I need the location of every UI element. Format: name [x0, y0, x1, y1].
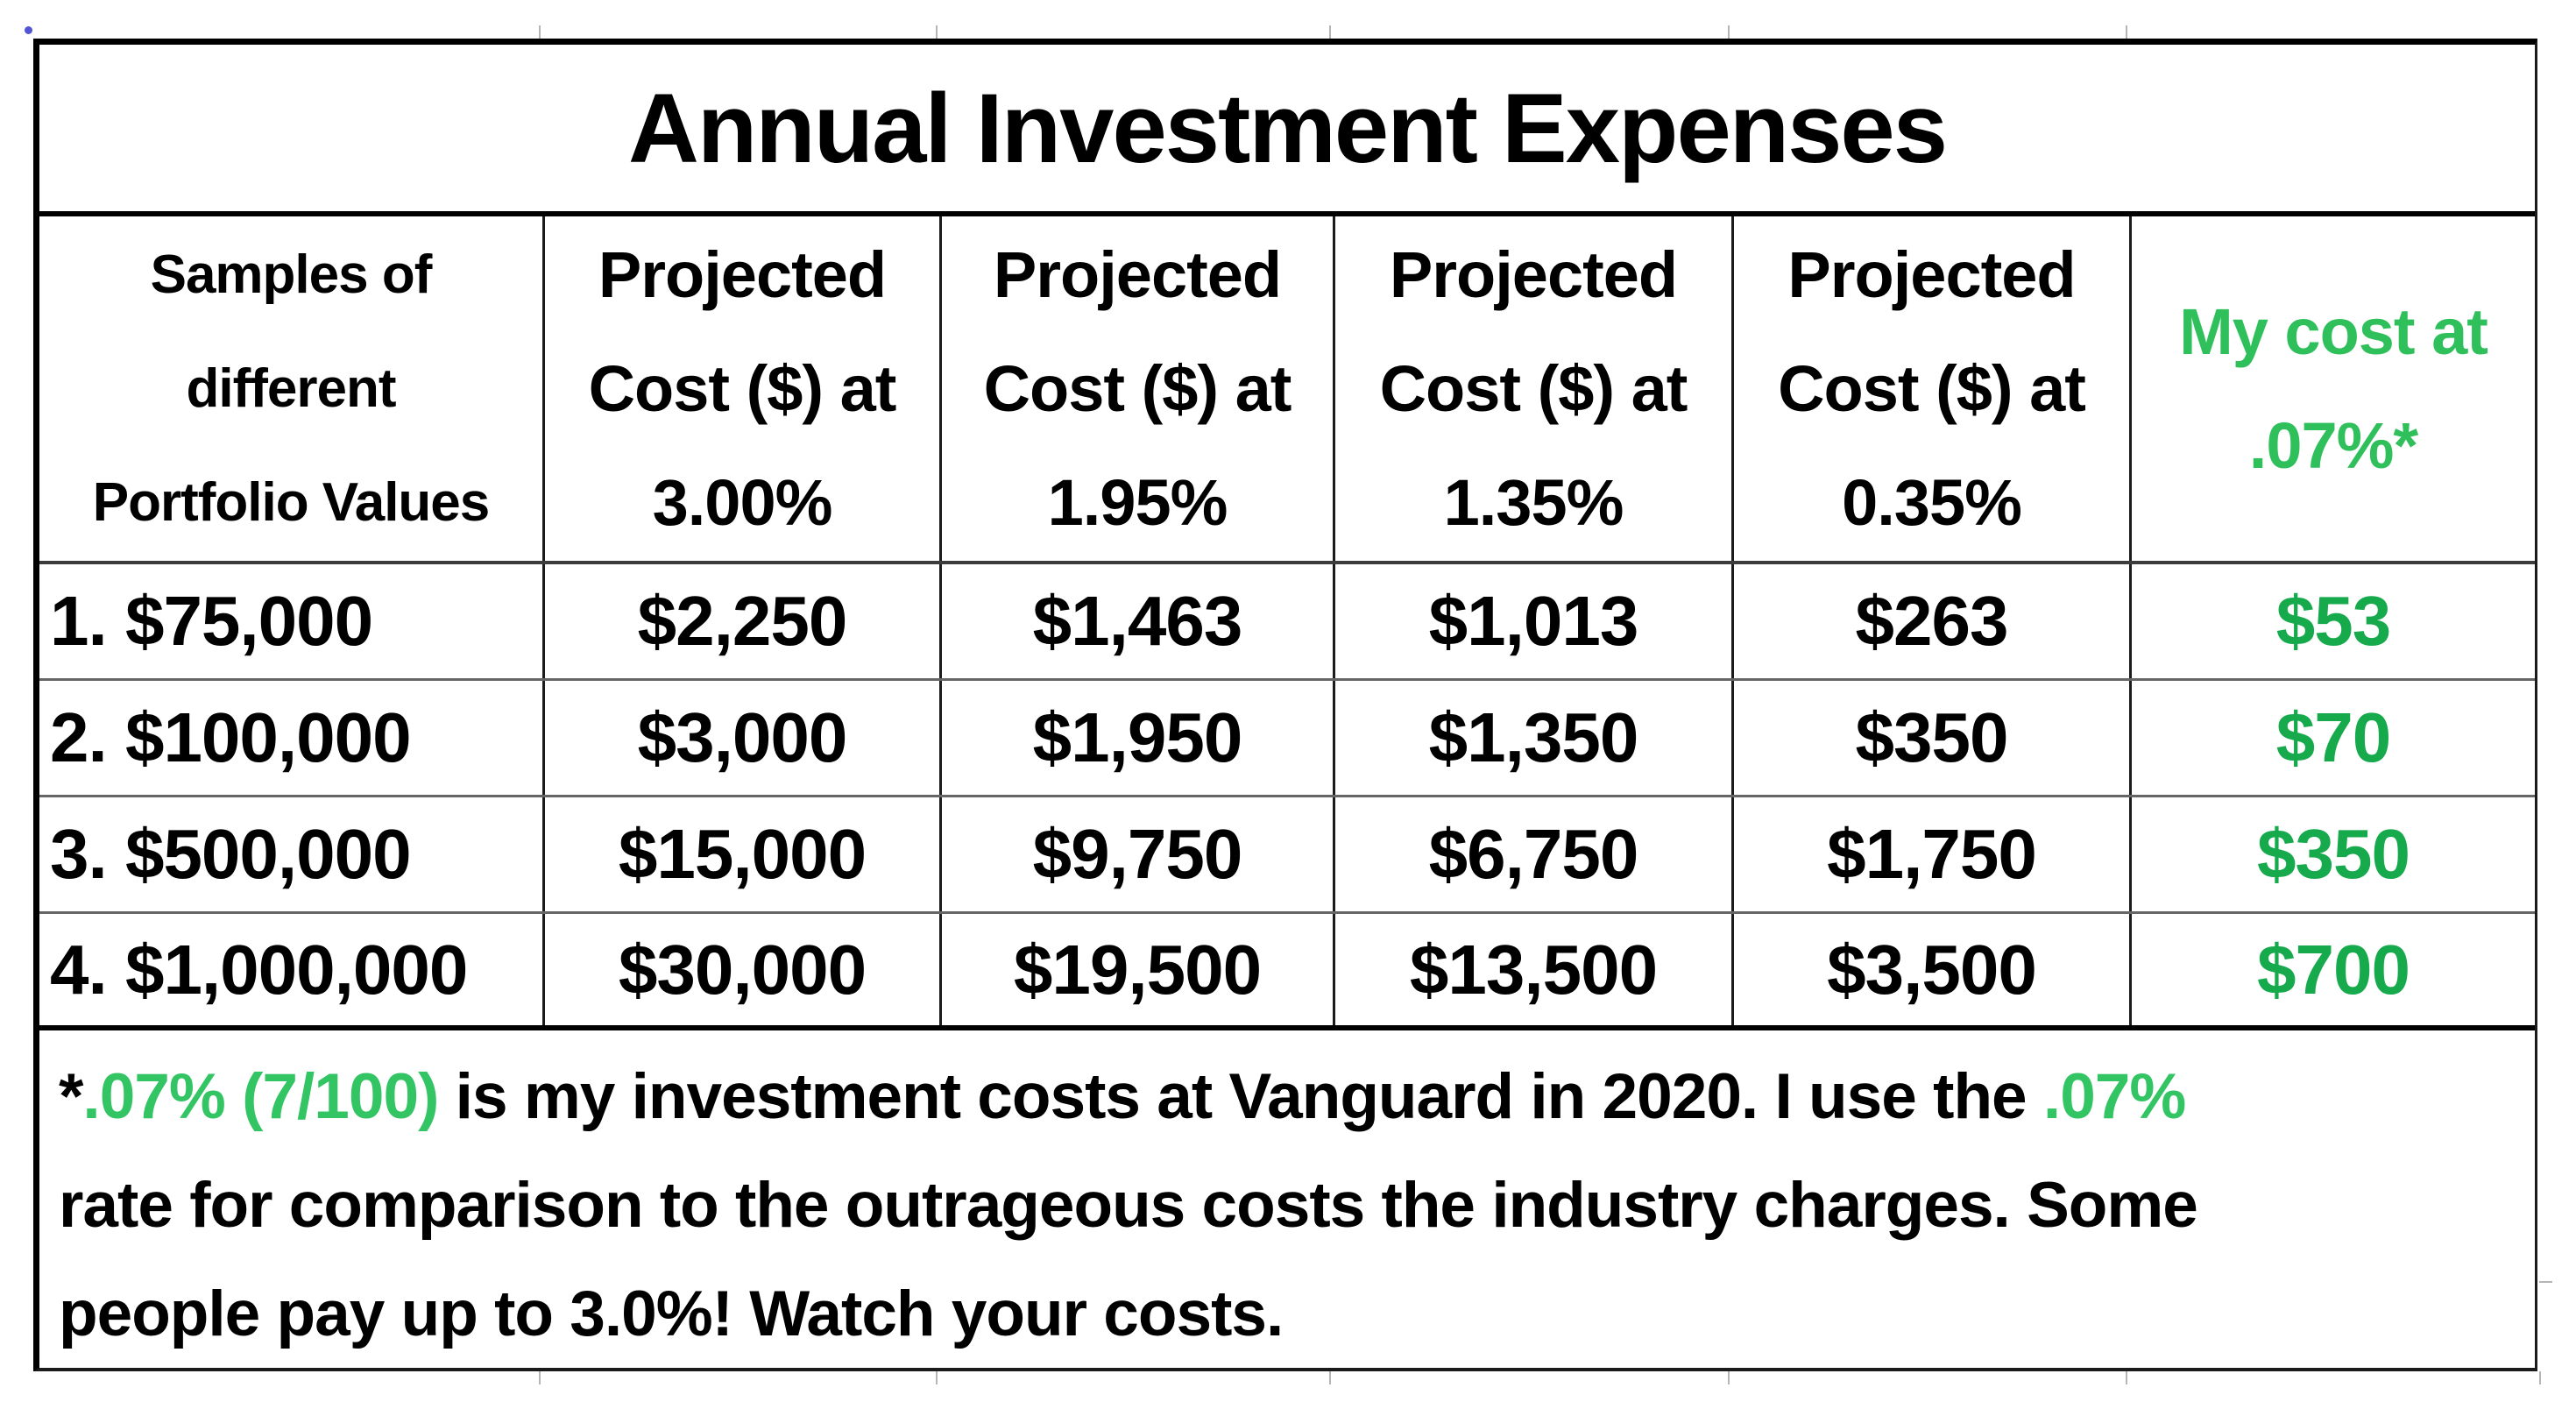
cell-cost-0-35: $263 — [1734, 564, 2132, 678]
cost-text: $1,750 — [1827, 815, 2037, 893]
portfolio-value-text: 2. $100,000 — [50, 698, 412, 776]
cell-cost-1-95: $19,500 — [942, 914, 1335, 1025]
cost-text: $1,950 — [1032, 698, 1243, 776]
cell-cost-3-00: $15,000 — [545, 797, 942, 911]
gridline-stub — [539, 25, 541, 39]
cell-portfolio-value: 1. $75,000 — [39, 564, 545, 678]
cost-text: $3,500 — [1827, 930, 2037, 1009]
gridline-stub — [2539, 1371, 2541, 1384]
cell-portfolio-value: 3. $500,000 — [39, 797, 545, 911]
cell-cost-0-35: $1,750 — [1734, 797, 2132, 911]
footnote-asterisk: * — [59, 1061, 83, 1132]
header-cost-1-35: Projected Cost ($) at 1.35% — [1335, 216, 1734, 561]
cell-my-cost: $350 — [2132, 797, 2535, 911]
header-cost-1-35-label: Projected Cost ($) at 1.35% — [1379, 237, 1688, 539]
cost-text: $1,463 — [1032, 582, 1243, 660]
cost-text: $13,500 — [1409, 930, 1658, 1009]
cell-cost-1-35: $1,350 — [1335, 681, 1734, 795]
cell-my-cost: $700 — [2132, 914, 2535, 1025]
cell-cost-1-35: $1,013 — [1335, 564, 1734, 678]
cost-text: $263 — [1855, 582, 2009, 660]
footnote-rate-highlight: .07% — [2042, 1061, 2186, 1132]
gridline-stub — [539, 1371, 541, 1384]
header-portfolio-values: Samples of different Portfolio Values — [39, 216, 545, 561]
my-cost-text: $350 — [2257, 815, 2410, 893]
cell-cost-0-35: $350 — [1734, 681, 2132, 795]
cost-text: $1,350 — [1428, 698, 1639, 776]
cost-text: $6,750 — [1428, 815, 1639, 893]
cost-text: $2,250 — [637, 582, 848, 660]
cell-my-cost: $70 — [2132, 681, 2535, 795]
table-title-row: Annual Investment Expenses — [39, 45, 2535, 216]
cell-cost-3-00: $30,000 — [545, 914, 942, 1025]
cell-cost-1-35: $6,750 — [1335, 797, 1734, 911]
portfolio-value-text: 1. $75,000 — [50, 582, 373, 660]
header-cost-0-35-label: Projected Cost ($) at 0.35% — [1778, 237, 2086, 539]
cost-text: $9,750 — [1032, 815, 1243, 893]
header-cost-1-95: Projected Cost ($) at 1.95% — [942, 216, 1335, 561]
gridline-stub — [2126, 1371, 2127, 1384]
gridline-stub — [1728, 1371, 1730, 1384]
blue-dot-marker — [25, 26, 32, 34]
gridline-stub — [2126, 25, 2127, 39]
header-portfolio-values-label: Samples of different Portfolio Values — [92, 244, 491, 533]
portfolio-value-text: 3. $500,000 — [50, 815, 412, 893]
cell-cost-1-95: $1,463 — [942, 564, 1335, 678]
cost-text: $30,000 — [618, 930, 867, 1009]
my-cost-text: $70 — [2275, 698, 2391, 776]
portfolio-value-text: 4. $1,000,000 — [50, 930, 468, 1009]
cell-cost-1-95: $9,750 — [942, 797, 1335, 911]
cell-portfolio-value: 4. $1,000,000 — [39, 914, 545, 1025]
cell-cost-1-95: $1,950 — [942, 681, 1335, 795]
cell-my-cost: $53 — [2132, 564, 2535, 678]
cell-cost-1-35: $13,500 — [1335, 914, 1734, 1025]
header-cost-0-35: Projected Cost ($) at 0.35% — [1734, 216, 2132, 561]
table-title: Annual Investment Expenses — [627, 73, 1948, 183]
header-my-cost: My cost at .07%* — [2132, 216, 2535, 561]
cost-text: $1,013 — [1428, 582, 1639, 660]
footnote-line-3: people pay up to 3.0%! Watch your costs. — [59, 1278, 1284, 1349]
gridline-stub — [1329, 1371, 1331, 1384]
cost-text: $3,000 — [637, 698, 848, 776]
table-header-row: Samples of different Portfolio Values Pr… — [39, 216, 2535, 564]
my-cost-text: $700 — [2257, 930, 2410, 1009]
footnote-text: is my investment costs at Vanguard in 20… — [438, 1061, 2043, 1132]
table-row-2: 2. $100,000 $3,000 $1,950 $1,350 $350 $7… — [39, 681, 2535, 797]
gridline-stub — [936, 25, 938, 39]
footnote-rate-highlight: .07% (7/100) — [82, 1061, 439, 1132]
gridline-stub — [936, 1371, 938, 1384]
cost-text: $15,000 — [618, 815, 867, 893]
footnote: *.07% (7/100) is my investment costs at … — [39, 1030, 2535, 1368]
gridline-stub — [1728, 25, 1730, 39]
gridline-stub — [1329, 25, 1331, 39]
expenses-table: Annual Investment Expenses Samples of di… — [33, 39, 2537, 1371]
gridline-stub — [2539, 1281, 2552, 1283]
cell-cost-0-35: $3,500 — [1734, 914, 2132, 1025]
cost-text: $19,500 — [1013, 930, 1262, 1009]
header-cost-1-95-label: Projected Cost ($) at 1.95% — [983, 237, 1292, 539]
table-row-1: 1. $75,000 $2,250 $1,463 $1,013 $263 $53 — [39, 564, 2535, 681]
header-my-cost-label: My cost at .07%* — [2179, 294, 2488, 482]
my-cost-text: $53 — [2275, 582, 2391, 660]
footnote-line-2: rate for comparison to the outrageous co… — [59, 1170, 2198, 1241]
cell-cost-3-00: $3,000 — [545, 681, 942, 795]
table-row-3: 3. $500,000 $15,000 $9,750 $6,750 $1,750… — [39, 797, 2535, 914]
header-cost-3-00: Projected Cost ($) at 3.00% — [545, 216, 942, 561]
cell-cost-3-00: $2,250 — [545, 564, 942, 678]
table-row-4: 4. $1,000,000 $30,000 $19,500 $13,500 $3… — [39, 914, 2535, 1030]
footnote-line-1: *.07% (7/100) is my investment costs at … — [59, 1043, 2519, 1151]
cost-text: $350 — [1855, 698, 2009, 776]
cell-portfolio-value: 2. $100,000 — [39, 681, 545, 795]
header-cost-3-00-label: Projected Cost ($) at 3.00% — [588, 237, 897, 539]
